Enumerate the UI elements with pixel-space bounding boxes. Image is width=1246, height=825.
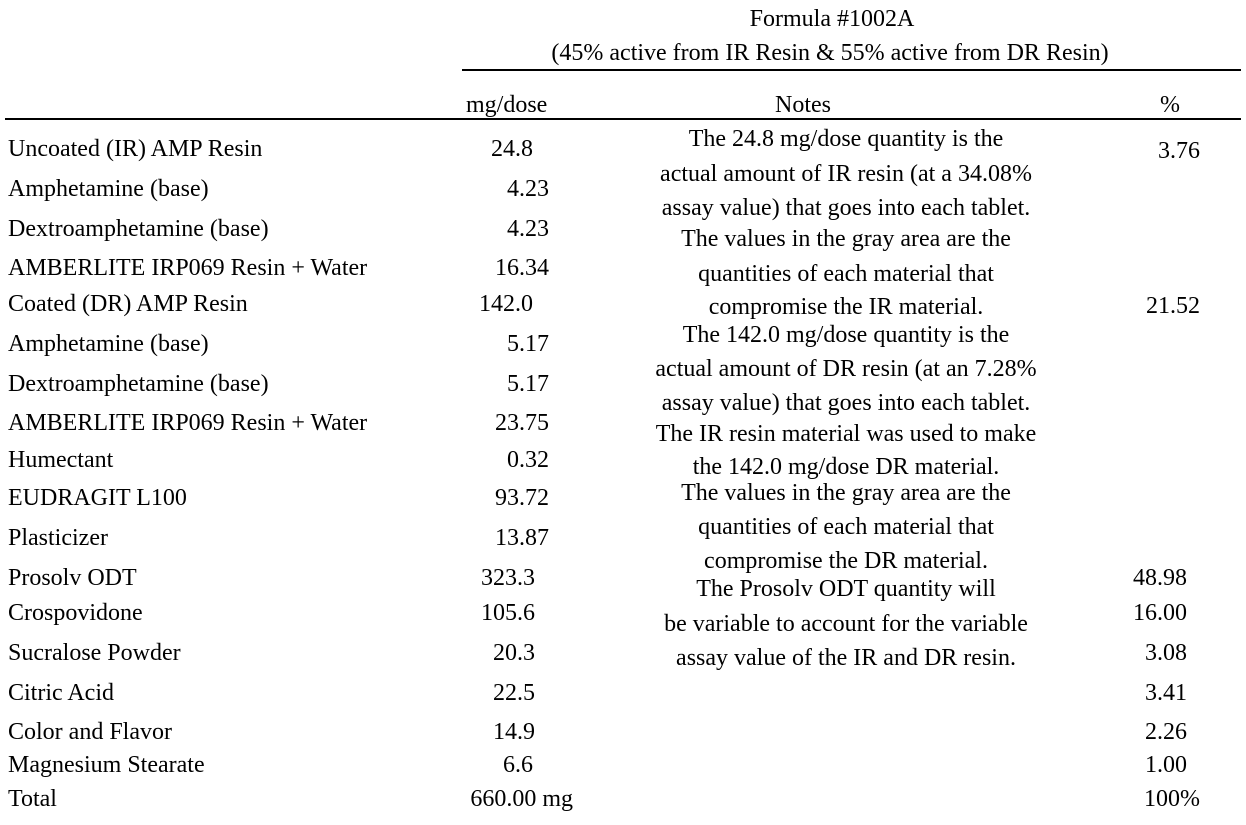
- note-line: actual amount of DR resin (at an 7.28%: [655, 356, 1037, 382]
- dose-value: 5.17: [507, 331, 549, 357]
- percent-value: 48.98: [1133, 565, 1187, 591]
- note-line: be variable to account for the variable: [664, 611, 1028, 637]
- ingredient-name: Citric Acid: [8, 680, 114, 706]
- ingredient-name: Uncoated (IR) AMP Resin: [8, 136, 263, 162]
- ingredient-name: Color and Flavor: [8, 719, 172, 745]
- ingredient-name: Crospovidone: [8, 600, 143, 626]
- ingredient-name: Magnesium Stearate: [8, 752, 205, 778]
- ingredient-name: Humectant: [8, 447, 114, 473]
- note-line: the 142.0 mg/dose DR material.: [692, 454, 1000, 480]
- formula-title: Formula #1002A: [749, 6, 915, 32]
- dose-value: 6.6: [503, 752, 533, 778]
- ingredient-name: Amphetamine (base): [8, 176, 209, 202]
- ingredient-name: Dextroamphetamine (base): [8, 371, 269, 397]
- dose-value: 23.75: [495, 410, 549, 436]
- column-header-notes: Notes: [775, 92, 831, 118]
- dose-value: 142.0: [479, 291, 533, 317]
- dose-value: 660.00 mg: [470, 786, 573, 812]
- ingredient-name: AMBERLITE IRP069 Resin + Water: [8, 255, 368, 281]
- note-line: compromise the DR material.: [704, 548, 988, 574]
- note-line: The 142.0 mg/dose quantity is the: [682, 322, 1010, 348]
- dose-value: 105.6: [481, 600, 535, 626]
- percent-value: 21.52: [1146, 293, 1200, 319]
- header-rule-bottom: [5, 118, 1241, 120]
- dose-value: 93.72: [495, 485, 549, 511]
- dose-value: 13.87: [495, 525, 549, 551]
- note-line: quantities of each material that: [698, 514, 994, 540]
- ingredient-name: Sucralose Powder: [8, 640, 181, 666]
- note-line: The values in the gray area are the: [681, 226, 1011, 252]
- note-line: compromise the IR material.: [708, 294, 984, 320]
- note-line: The values in the gray area are the: [681, 480, 1011, 506]
- ingredient-name: Coated (DR) AMP Resin: [8, 291, 248, 317]
- note-line: The Prosolv ODT quantity will: [696, 576, 996, 602]
- note-line: assay value) that goes into each tablet.: [661, 195, 1031, 221]
- dose-value: 20.3: [493, 640, 535, 666]
- note-line: assay value of the IR and DR resin.: [676, 645, 1016, 671]
- percent-value: 3.08: [1145, 640, 1187, 666]
- dose-value: 5.17: [507, 371, 549, 397]
- column-header-percent: %: [1160, 92, 1180, 118]
- header-rule-top: [462, 69, 1241, 71]
- ingredient-name: Prosolv ODT: [8, 565, 137, 591]
- percent-value: 3.76: [1158, 138, 1200, 164]
- note-line: quantities of each material that: [698, 261, 994, 287]
- note-line: assay value) that goes into each tablet.: [661, 390, 1031, 416]
- percent-value: 16.00: [1133, 600, 1187, 626]
- ingredient-name: Amphetamine (base): [8, 331, 209, 357]
- dose-value: 22.5: [493, 680, 535, 706]
- dose-value: 0.32: [507, 447, 549, 473]
- ingredient-name: AMBERLITE IRP069 Resin + Water: [8, 410, 368, 436]
- note-line: The 24.8 mg/dose quantity is the: [688, 126, 1004, 152]
- percent-value: 100%: [1144, 786, 1200, 812]
- dose-value: 16.34: [495, 255, 549, 281]
- percent-value: 2.26: [1145, 719, 1187, 745]
- dose-value: 4.23: [507, 216, 549, 242]
- ingredient-name: Dextroamphetamine (base): [8, 216, 269, 242]
- dose-value: 4.23: [507, 176, 549, 202]
- formula-subtitle: (45% active from IR Resin & 55% active f…: [551, 40, 1109, 66]
- ingredient-name: EUDRAGIT L100: [8, 485, 187, 511]
- percent-value: 1.00: [1145, 752, 1187, 778]
- dose-value: 24.8: [491, 136, 533, 162]
- note-line: actual amount of IR resin (at a 34.08%: [660, 161, 1032, 187]
- dose-value: 323.3: [481, 565, 535, 591]
- column-header-dose: mg/dose: [466, 92, 548, 118]
- ingredient-name: Total: [8, 786, 57, 812]
- note-line: The IR resin material was used to make: [655, 421, 1037, 447]
- percent-value: 3.41: [1145, 680, 1187, 706]
- dose-value: 14.9: [493, 719, 535, 745]
- ingredient-name: Plasticizer: [8, 525, 108, 551]
